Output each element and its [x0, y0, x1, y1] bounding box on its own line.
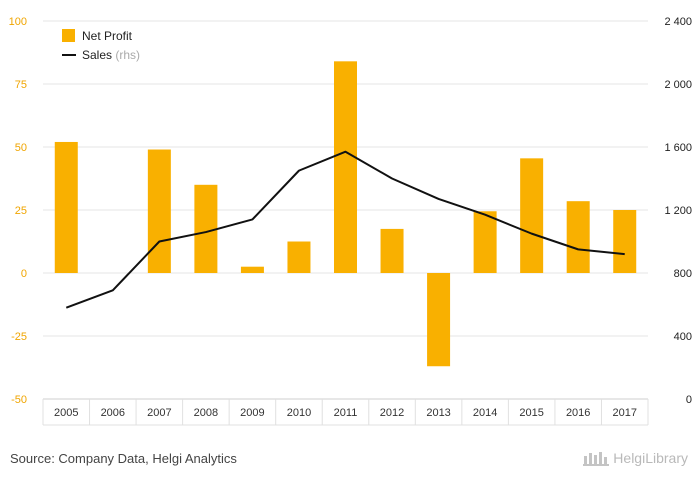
x-tick-label: 2012: [380, 407, 404, 419]
x-tick-label: 2008: [194, 407, 218, 419]
bar-net-profit: [380, 228, 404, 273]
bar-net-profit: [334, 61, 357, 273]
right-tick-label: 2 400: [664, 16, 692, 28]
bar-net-profit: [54, 141, 78, 273]
x-tick-label: 2016: [566, 407, 590, 419]
left-tick-label: 100: [9, 16, 27, 28]
library-icon: [583, 452, 610, 466]
legend-label-sales-suffix: (rhs): [115, 48, 140, 62]
x-tick-label: 2015: [519, 407, 543, 419]
left-tick-label: -25: [11, 331, 27, 343]
brand-logo: HelgiLibrary: [583, 450, 688, 466]
left-tick-label: -50: [11, 394, 27, 406]
bar-net-profit: [566, 201, 590, 273]
bar-net-profit: [427, 273, 451, 367]
right-tick-label: 1 200: [664, 205, 692, 217]
x-tick-label: 2007: [147, 407, 171, 419]
x-tick-label: 2013: [426, 407, 450, 419]
x-tick-label: 2011: [334, 407, 358, 419]
x-tick-label: 2014: [473, 407, 497, 419]
legend-label-sales: Sales (rhs): [82, 48, 140, 62]
x-tick-label: 2005: [54, 407, 78, 419]
x-tick-label: 2017: [612, 407, 636, 419]
left-tick-label: 50: [15, 142, 27, 154]
right-tick-label: 2 000: [664, 79, 692, 91]
bar-net-profit: [147, 149, 171, 273]
source-note: Source: Company Data, Helgi Analytics: [10, 451, 237, 466]
x-tick-label: 2009: [240, 407, 264, 419]
right-tick-label: 800: [674, 268, 692, 280]
bar-net-profit: [613, 210, 637, 273]
bar-net-profit: [520, 158, 544, 273]
bar-net-profit: [473, 211, 497, 273]
left-tick-label: 25: [15, 205, 27, 217]
right-tick-label: 0: [686, 394, 692, 406]
bar-net-profit: [240, 266, 264, 273]
legend-label-net-profit: Net Profit: [82, 29, 133, 43]
right-tick-label: 1 600: [664, 142, 692, 154]
left-tick-label: 75: [15, 79, 27, 91]
brand-name: HelgiLibrary: [613, 450, 688, 466]
x-tick-label: 2010: [287, 407, 311, 419]
line-sales: [65, 150, 625, 309]
bar-net-profit: [194, 184, 218, 273]
left-tick-label: 0: [21, 268, 27, 280]
x-tick-label: 2006: [101, 407, 125, 419]
bar-net-profit: [287, 241, 311, 273]
legend-swatch-net-profit: [62, 29, 75, 42]
right-tick-label: 400: [674, 331, 692, 343]
